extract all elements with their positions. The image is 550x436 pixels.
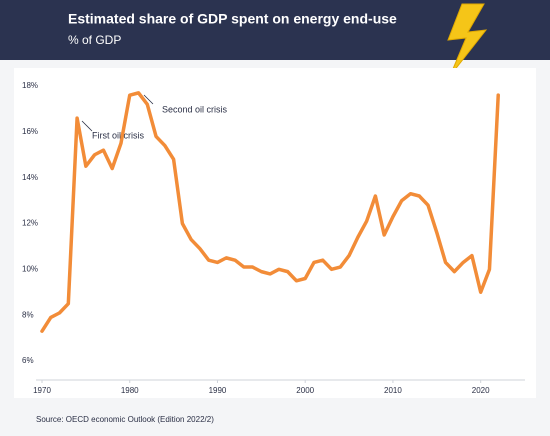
annotation-leader xyxy=(81,120,93,132)
y-tick-label: 10% xyxy=(22,264,38,273)
y-tick-label: 6% xyxy=(22,356,34,365)
source-note: Source: OECD economic Outlook (Edition 2… xyxy=(36,415,214,424)
y-tick-label: 12% xyxy=(22,219,38,228)
x-tick-label: 2010 xyxy=(384,386,402,395)
x-tick-label: 1970 xyxy=(33,386,51,395)
lightning-icon xyxy=(447,3,488,77)
y-tick-label: 18% xyxy=(22,81,38,90)
chart-title: Estimated share of GDP spent on energy e… xyxy=(68,11,397,27)
plot-panel xyxy=(14,68,536,398)
annotation: Second oil crisis xyxy=(162,104,228,114)
annotation: First oil crisis xyxy=(92,130,144,140)
x-tick-label: 1980 xyxy=(121,386,139,395)
x-tick-label: 1990 xyxy=(209,386,227,395)
x-tick-label: 2000 xyxy=(296,386,314,395)
x-tick-label: 2020 xyxy=(472,386,490,395)
y-tick-label: 16% xyxy=(22,127,38,136)
y-tick-label: 14% xyxy=(22,173,38,182)
chart-subtitle: % of GDP xyxy=(68,33,121,47)
data-line xyxy=(40,91,500,333)
y-tick-label: 8% xyxy=(22,310,34,319)
annotation-leader xyxy=(143,94,154,105)
